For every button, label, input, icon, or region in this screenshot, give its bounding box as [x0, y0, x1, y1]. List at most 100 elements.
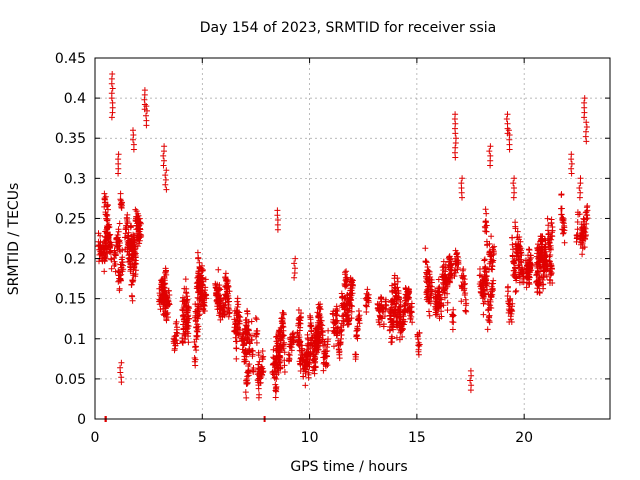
data-point	[576, 194, 583, 201]
data-point	[241, 336, 248, 343]
data-point	[452, 154, 459, 161]
data-point	[365, 299, 372, 306]
data-point	[130, 146, 137, 153]
data-point	[124, 220, 131, 227]
data-point	[489, 287, 496, 294]
data-point	[415, 351, 422, 358]
data-point	[549, 280, 556, 286]
grid	[95, 58, 610, 419]
data-point	[463, 300, 470, 307]
data-point	[399, 326, 406, 333]
data-point	[200, 295, 206, 302]
data-point	[376, 321, 383, 328]
data-point	[517, 238, 524, 245]
data-point	[548, 216, 555, 223]
data-point	[133, 260, 140, 267]
data-point	[217, 316, 224, 323]
data-point	[458, 298, 465, 305]
data-point	[184, 309, 191, 316]
plot-frame	[94, 57, 611, 420]
data-point	[394, 284, 401, 291]
data-point	[163, 271, 170, 278]
data-point	[233, 355, 240, 362]
data-point	[408, 309, 415, 316]
data-point	[104, 216, 111, 223]
data-point	[405, 305, 412, 312]
data-point	[166, 301, 173, 308]
data-point	[580, 244, 586, 250]
x-tick-label: 5	[198, 430, 207, 446]
data-point	[286, 352, 293, 359]
data-point	[117, 277, 124, 284]
data-point	[112, 261, 119, 267]
data-point	[183, 290, 190, 297]
data-point	[583, 124, 590, 130]
data-point	[234, 295, 241, 302]
data-point	[161, 148, 167, 155]
data-point	[128, 222, 135, 229]
data-point	[217, 309, 224, 316]
data-point	[354, 326, 361, 333]
data-point	[144, 107, 150, 114]
data-point	[246, 361, 253, 368]
x-tick-label: 15	[408, 430, 426, 446]
data-point	[483, 210, 490, 217]
data-point	[382, 296, 389, 303]
data-point	[394, 275, 401, 282]
data-point	[297, 361, 304, 368]
data-point	[350, 282, 356, 289]
data-point	[130, 136, 136, 143]
data-point	[103, 217, 110, 224]
data-point	[185, 323, 192, 330]
data-point	[490, 250, 497, 257]
y-tick-label: 0.15	[55, 292, 86, 308]
data-point	[450, 312, 457, 319]
data-point	[226, 298, 232, 305]
data-point	[256, 358, 263, 365]
data-point	[365, 291, 372, 298]
data-point	[390, 326, 397, 333]
data-point	[180, 305, 187, 311]
data-point	[215, 266, 222, 273]
data-point	[549, 233, 556, 240]
data-point	[440, 302, 447, 309]
data-point	[108, 242, 115, 249]
data-point	[136, 237, 143, 244]
data-point	[507, 295, 514, 302]
data-point	[450, 319, 457, 326]
data-point	[338, 332, 345, 338]
data-point	[216, 292, 222, 299]
data-point	[252, 315, 259, 321]
data-point	[307, 323, 314, 329]
data-point	[160, 162, 167, 169]
data-point	[291, 274, 298, 281]
data-point	[446, 253, 453, 260]
data-point	[406, 288, 413, 295]
data-point	[108, 256, 115, 263]
data-point	[161, 275, 168, 282]
data-point	[484, 286, 491, 293]
data-point	[331, 343, 337, 350]
data-point	[574, 219, 581, 225]
data-point	[510, 180, 517, 187]
data-point	[395, 290, 402, 297]
data-point	[231, 316, 238, 323]
data-point	[510, 194, 517, 201]
data-point	[489, 291, 496, 298]
data-point	[276, 360, 283, 366]
data-point	[580, 215, 587, 222]
data-point	[404, 295, 411, 302]
data-point	[482, 206, 489, 213]
data-point	[194, 332, 201, 339]
data-point	[143, 122, 150, 129]
data-point	[143, 103, 150, 110]
data-point	[182, 276, 189, 283]
data-point	[484, 241, 491, 248]
data-point	[320, 367, 327, 374]
data-point	[460, 266, 467, 273]
data-point	[460, 272, 467, 279]
data-point	[349, 290, 356, 297]
data-point	[245, 367, 252, 374]
data-point	[490, 257, 497, 264]
